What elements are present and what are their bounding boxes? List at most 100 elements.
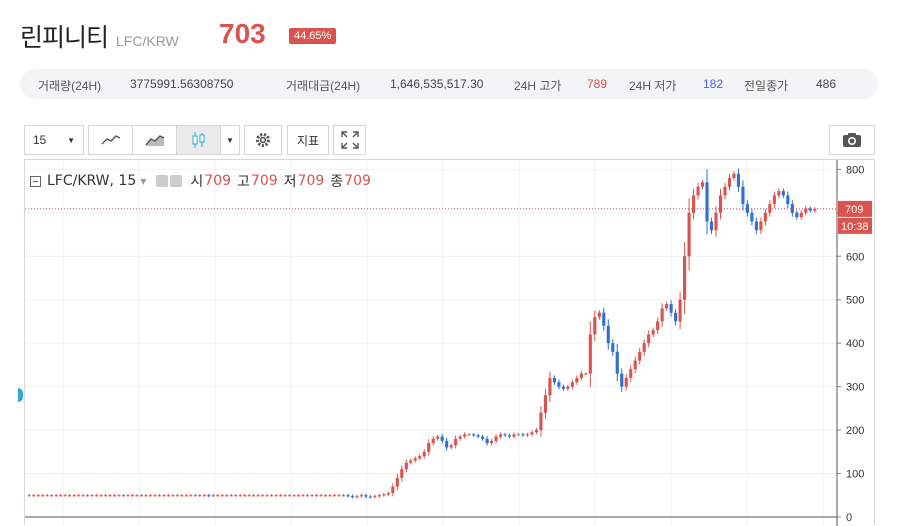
candle-body (660, 308, 664, 322)
chart-type-dropdown[interactable]: ▼ (221, 126, 239, 154)
candle-body (310, 495, 314, 497)
candle-body (247, 495, 251, 497)
candle-body (117, 495, 121, 497)
candle-body (718, 195, 723, 213)
candle-body (413, 458, 417, 461)
candle-body (786, 195, 790, 205)
candle-body (50, 495, 54, 497)
candle-body (305, 495, 310, 497)
candle-body (705, 182, 709, 222)
candle-body (202, 495, 206, 497)
area-chart-button[interactable] (133, 126, 176, 154)
candle-body (341, 495, 346, 497)
candle-body (799, 212, 803, 218)
gear-icon[interactable] (170, 175, 183, 187)
low-value: 709 (297, 173, 325, 189)
candle-body (638, 351, 642, 361)
candle-body (579, 373, 583, 378)
candle-body (714, 212, 718, 231)
candle-body (597, 312, 601, 318)
collapse-legend-icon[interactable] (30, 175, 41, 187)
candle-body (804, 208, 808, 213)
candle-body (534, 430, 539, 433)
y-tick-label: 800 (846, 164, 864, 176)
candle-body (234, 495, 238, 497)
prev-close-label: 전일종가 (744, 79, 789, 93)
candle-body (72, 495, 76, 497)
candle-body (750, 212, 754, 222)
gear-icon (256, 133, 270, 147)
y-tick-label: 200 (846, 425, 864, 437)
chevron-down-icon[interactable]: ▼ (140, 176, 147, 186)
candle-body (332, 495, 337, 497)
screenshot-button[interactable] (829, 125, 875, 155)
candle-body (395, 477, 399, 487)
candle-body (543, 395, 548, 413)
candle-body (198, 495, 202, 497)
candle-body (696, 186, 700, 196)
candlestick-chart[interactable]: 010020030040050060070080070910:38 (25, 160, 874, 526)
candle-body (373, 496, 377, 498)
candle-body (593, 317, 597, 335)
candle-body (476, 435, 480, 437)
candle-body (207, 495, 211, 497)
side-panel-toggle[interactable] (18, 388, 23, 402)
candle-body (220, 495, 224, 497)
candle-body (557, 382, 561, 387)
candle-body (512, 434, 516, 437)
candle-body (382, 494, 386, 496)
candle-body (418, 456, 422, 459)
candle-chart-button[interactable] (177, 126, 220, 154)
low-label: 저 (283, 174, 297, 190)
current-price: 703 (219, 18, 266, 49)
chevron-down-icon: ▼ (67, 135, 75, 145)
candle-body (171, 495, 175, 497)
high-value: 709 (250, 173, 278, 189)
eye-icon[interactable] (156, 175, 169, 187)
candle-body (611, 343, 615, 352)
candle-body (723, 186, 727, 196)
candle-body (148, 495, 153, 497)
candle-body (225, 495, 229, 497)
candle-body (175, 495, 179, 497)
candle-body (144, 495, 148, 497)
candle-body (570, 382, 574, 387)
high-label: 24H 고가 (514, 79, 562, 93)
settings-button[interactable] (244, 125, 282, 155)
candle-body (445, 440, 449, 448)
candle-body (436, 436, 440, 439)
candle-body (216, 495, 220, 497)
line-chart-button[interactable] (89, 126, 132, 154)
candle-body (700, 182, 705, 187)
candle-body (754, 221, 758, 231)
candle-body (355, 496, 359, 498)
candle-body (90, 495, 94, 497)
candle-body (781, 191, 785, 196)
time-tag-label: 10:38 (841, 221, 869, 233)
candle-body (211, 495, 215, 497)
time-tag (838, 217, 872, 234)
candle-body (193, 495, 197, 497)
amount-value: 1,646,535,517.30 (390, 77, 484, 91)
candle-body (602, 312, 606, 326)
volume-value: 3775991.56308750 (130, 77, 234, 91)
candle-body (525, 434, 530, 436)
candle-body (391, 486, 395, 494)
candle-body (777, 191, 781, 196)
candle-body (669, 304, 673, 313)
y-tick-label: 300 (846, 382, 864, 394)
fullscreen-button[interactable] (333, 125, 366, 155)
indicator-button[interactable]: 지표 (287, 125, 329, 155)
chart-panel[interactable]: 010020030040050060070080070910:38 (24, 159, 875, 526)
candle-body (584, 373, 588, 375)
interval-select[interactable]: 15 ▼ (24, 125, 84, 155)
candle-body (422, 451, 426, 457)
candle-body (45, 495, 49, 497)
candle-body (575, 377, 579, 383)
candle-body (467, 434, 471, 436)
coin-header: 린피니티 LFC/KRW (20, 18, 179, 58)
candle-body (727, 178, 732, 187)
candle-body (103, 495, 108, 497)
candle-body (404, 462, 408, 470)
candle-body (651, 330, 655, 335)
